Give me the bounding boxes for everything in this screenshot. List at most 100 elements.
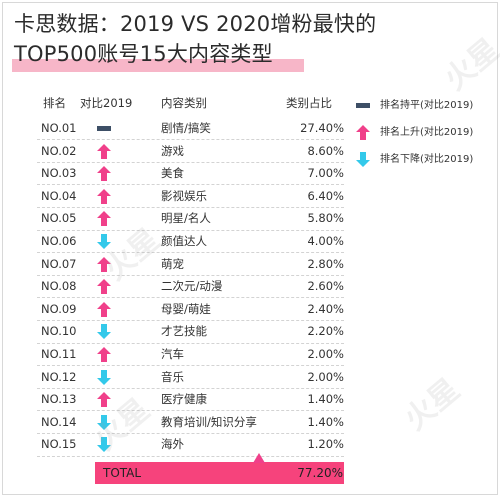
category-cell: 剧情/搞笑 [161,121,211,135]
category-cell: 教育培训/知识分享 [161,414,257,429]
table-row: NO.04 影视娱乐 6.40% [0,185,500,208]
share-cell: 5.80% [307,211,344,226]
category-cell: 音乐 [161,369,184,384]
share-cell: 2.20% [307,324,344,339]
table-row: NO.05 明星/名人 5.80% [0,207,500,230]
share-cell: 1.40% [307,392,344,407]
total-label: TOTAL [103,466,142,480]
row-separator [37,139,344,141]
share-cell: 8.60% [307,143,344,158]
arrow-up-icon [97,392,111,408]
row-separator [37,432,344,434]
rank-cell: NO.06 [41,234,77,248]
flat-bar-icon [356,103,370,108]
flat-bar-icon [97,126,111,131]
category-cell: 母婴/萌娃 [161,301,211,316]
row-separator [37,410,344,412]
arrow-up-icon [97,301,111,317]
header-compare: 对比2019 [80,96,133,110]
row-separator [37,229,344,231]
legend-label-down: 排名下降(对比2019) [380,154,474,165]
table-row: NO.15 海外 1.20% [0,433,500,456]
arrow-down-icon [97,437,111,453]
share-cell: 27.40% [300,121,344,135]
table-row: NO.07 萌宠 2.80% [0,253,500,276]
header-share: 类别占比 [286,96,332,110]
rank-cell: NO.03 [41,166,77,181]
arrow-up-icon [97,188,111,204]
share-cell: 2.40% [307,301,344,316]
rank-cell: NO.07 [41,256,77,271]
rank-cell: NO.09 [41,301,77,316]
legend-label-flat: 排名持平(对比2019) [380,100,474,111]
table-row: NO.01 剧情/搞笑 27.40% [0,117,500,140]
rank-cell: NO.13 [41,392,77,407]
share-cell: 7.00% [307,166,344,181]
row-separator [37,387,344,389]
category-cell: 二次元/动漫 [161,279,223,294]
total-value: 77.20% [297,466,343,480]
rank-cell: NO.10 [41,324,77,339]
category-cell: 萌宠 [161,256,184,271]
rank-cell: NO.15 [41,437,77,452]
table-row: NO.03 美食 7.00% [0,162,500,185]
pink-triangle-marker-icon [253,453,265,463]
table-row: NO.09 母婴/萌娃 2.40% [0,298,500,321]
title-highlight [12,59,304,72]
header-category: 内容类别 [161,96,207,110]
table-row: NO.06 颜值达人 4.00% [0,230,500,253]
row-separator [37,184,344,186]
row-separator [37,297,344,299]
category-cell: 医疗健康 [161,392,207,407]
arrow-down-icon [97,324,111,340]
category-cell: 影视娱乐 [161,188,207,203]
category-cell: 才艺技能 [161,324,207,339]
arrow-up-icon [97,166,111,182]
title-line-1: 卡思数据：2019 VS 2020增粉最快的 [14,12,377,36]
arrow-down-icon [97,414,111,430]
rank-cell: NO.14 [41,414,77,429]
table-row: NO.13 医疗健康 1.40% [0,388,500,411]
arrow-down-icon [356,152,370,167]
share-cell: 2.00% [307,369,344,384]
rank-cell: NO.12 [41,369,77,384]
table-row: NO.08 二次元/动漫 2.60% [0,275,500,298]
legend-label-up: 排名上升(对比2019) [380,127,474,138]
header-rank: 排名 [43,96,66,110]
row-separator [37,365,344,367]
arrow-up-icon [97,279,111,295]
row-separator [37,161,344,163]
rank-cell: NO.04 [41,188,77,203]
share-cell: 2.00% [307,347,344,361]
category-cell: 颜值达人 [161,234,207,248]
share-cell: 1.20% [307,437,344,452]
table-row: NO.11 汽车 2.00% [0,343,500,366]
share-cell: 1.40% [307,414,344,429]
title-line-2: TOP500账号15大内容类型 [14,42,273,66]
category-cell: 游戏 [161,143,184,158]
arrow-up-icon [97,347,111,362]
share-cell: 2.60% [307,279,344,294]
rank-cell: NO.01 [41,121,77,135]
arrow-up-icon [356,125,370,140]
arrow-up-icon [97,211,111,227]
row-separator [37,455,344,457]
row-separator [37,274,344,276]
share-cell: 4.00% [307,234,344,248]
rank-cell: NO.05 [41,211,77,226]
rank-cell: NO.11 [41,347,77,361]
row-separator [37,206,344,208]
category-cell: 海外 [161,437,184,452]
rank-cell: NO.02 [41,143,77,158]
category-cell: 美食 [161,166,184,181]
category-cell: 汽车 [161,347,184,361]
row-separator [37,252,344,254]
arrow-down-icon [97,234,111,249]
total-bar [95,462,344,484]
table-row: NO.10 才艺技能 2.20% [0,320,500,343]
row-separator [37,319,344,321]
table-row: NO.12 音乐 2.00% [0,366,500,389]
arrow-up-icon [97,256,111,272]
rank-cell: NO.08 [41,279,77,294]
